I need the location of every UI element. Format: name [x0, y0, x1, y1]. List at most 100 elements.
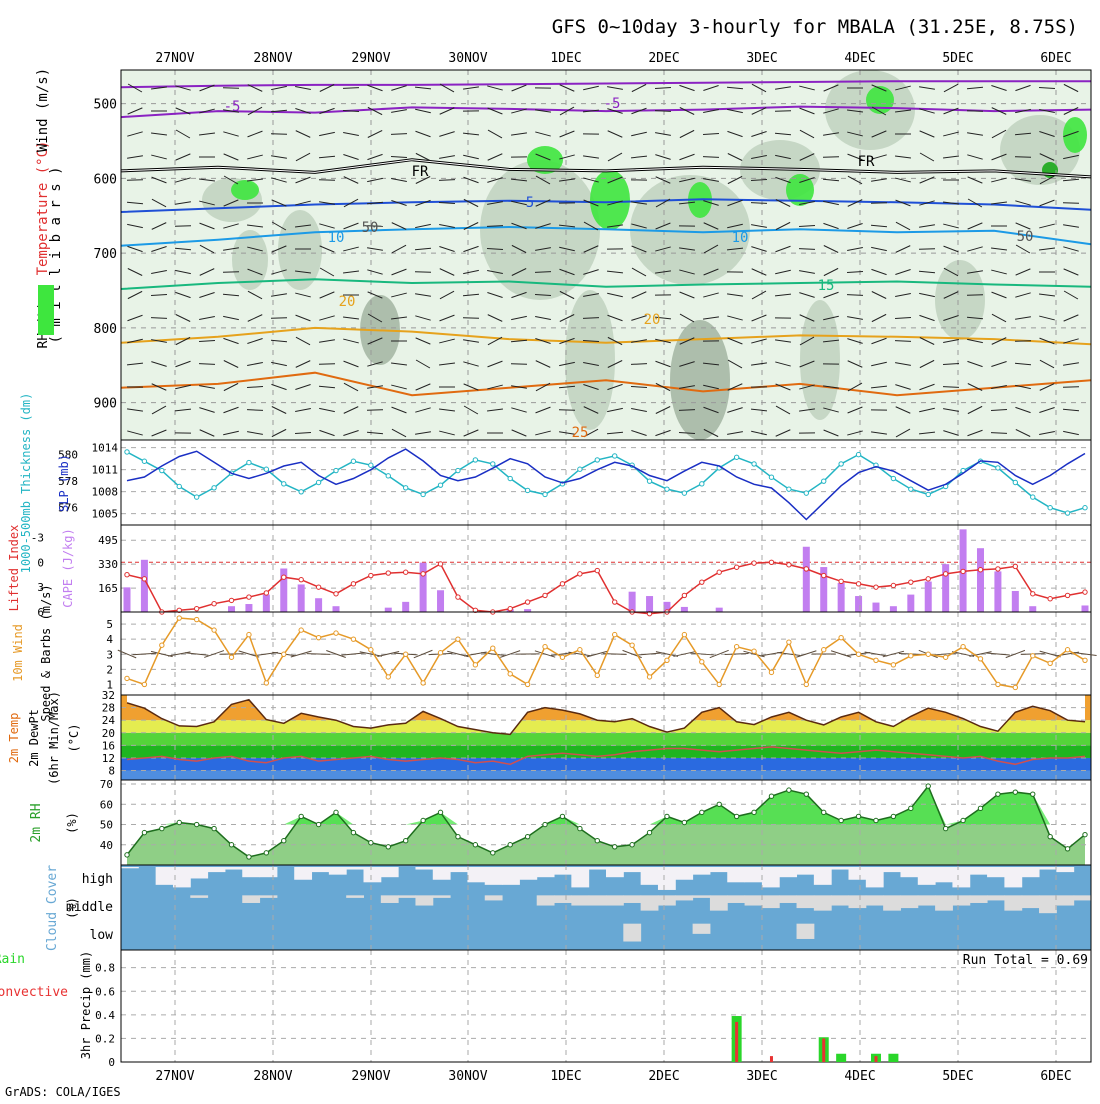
lifted-index-line-marker — [1031, 592, 1035, 596]
cape-bar — [263, 595, 270, 612]
rh-line-marker — [334, 810, 338, 814]
cloud-clear-cell — [381, 867, 399, 877]
thickness-line-marker — [316, 480, 320, 484]
cape-bar — [141, 560, 148, 612]
cloud-clear-cell — [260, 895, 278, 898]
wind-speed-line-marker — [700, 660, 704, 664]
panel-frame — [121, 950, 1091, 1062]
wind-speed-line-marker — [734, 645, 738, 649]
wind-barb — [271, 318, 287, 319]
rh-line-marker — [142, 830, 146, 834]
precip-total-bar — [888, 1054, 898, 1062]
cloud-clear-cell — [537, 867, 555, 877]
lifted-index-line-marker — [456, 595, 460, 599]
wind-speed-line-marker — [891, 663, 895, 667]
cloud-clear-cell — [537, 895, 555, 905]
cape-bar — [838, 583, 845, 612]
rh-line-marker — [421, 818, 425, 822]
thickness-line-marker — [926, 492, 930, 496]
precip-total-bar — [836, 1054, 846, 1062]
cape-bar — [1082, 605, 1089, 612]
cape-bar — [385, 608, 392, 612]
cloud-clear-cell — [1022, 867, 1040, 877]
cloud-clear-cell — [987, 867, 1005, 877]
cloud-clear-cell — [883, 867, 901, 872]
wind-speed-line-marker — [299, 628, 303, 632]
cloud-clear-cell — [467, 867, 485, 882]
rh-line-marker — [752, 810, 756, 814]
cloud-clear-cell — [329, 867, 347, 875]
cape-bar — [716, 608, 723, 612]
thickness-line-marker — [613, 454, 617, 458]
rh-line-marker — [403, 839, 407, 843]
cloud-clear-cell — [727, 867, 745, 882]
lifted-index-line-marker — [212, 602, 216, 606]
thickness-line-marker — [1048, 506, 1052, 510]
wind-tick-label: 5 — [106, 618, 113, 631]
date-label-top: 5DEC — [942, 51, 973, 66]
wind-barb — [127, 180, 143, 181]
wind-speed-line-marker — [1013, 685, 1017, 689]
wind-barb — [967, 111, 983, 112]
thickness-line-marker — [909, 487, 913, 491]
rh-line-marker — [1013, 790, 1017, 794]
pressure-tick-label: 500 — [94, 98, 117, 113]
cloud-clear-cell — [190, 895, 208, 898]
cloud-clear-cell — [190, 867, 208, 878]
cape-bar — [907, 595, 914, 612]
thickness-line-marker — [543, 492, 547, 496]
thickness-line-marker — [142, 459, 146, 463]
rh-line-marker — [839, 818, 843, 822]
wind-tick-label: 4 — [106, 633, 113, 646]
cape-bar — [124, 587, 131, 612]
thickness-line-marker — [752, 462, 756, 466]
wind-tick-label: 3 — [106, 648, 113, 661]
cloud-clear-cell — [121, 867, 139, 868]
cloud-clear-cell — [433, 867, 451, 880]
cloud-clear-cell — [849, 867, 867, 880]
rh-line-marker — [856, 814, 860, 818]
cape-bar — [994, 571, 1001, 612]
cloud-clear-cell — [294, 867, 312, 880]
thickness-line-marker — [891, 476, 895, 480]
wind-speed-line-marker — [769, 670, 773, 674]
wind-speed-line-marker — [438, 651, 442, 655]
cloud-clear-cell — [589, 867, 607, 870]
wind-speed-line-marker — [177, 616, 181, 620]
rh-line-marker — [613, 845, 617, 849]
date-label-bottom: 27NOV — [155, 1069, 194, 1084]
cloud-clear-cell — [554, 895, 572, 903]
rh-line-marker — [264, 851, 268, 855]
wind-barb — [823, 157, 839, 158]
wind-label: Wind (m/s) — [35, 68, 51, 152]
lifted-index-line-marker — [839, 579, 843, 583]
wind-speed-line-marker — [630, 643, 634, 647]
date-label-top: 2DEC — [648, 51, 679, 66]
wind-speed-line-marker — [212, 628, 216, 632]
contour-label: FR — [412, 164, 429, 180]
lifted-index-axis-label: Lifted Index — [7, 525, 21, 612]
lifted-index-line-marker — [578, 572, 582, 576]
run-total-label: Run Total = 0.69 — [963, 953, 1088, 968]
wind-barb — [367, 410, 383, 411]
surface-wind-barb — [986, 653, 1010, 655]
date-label-bottom: 30NOV — [448, 1069, 487, 1084]
wind-barb — [1063, 387, 1079, 388]
rh-legend-swatch — [38, 285, 54, 335]
rh-line-marker — [1065, 847, 1069, 851]
date-label-top: 28NOV — [253, 51, 292, 66]
wind-speed-line-marker — [874, 658, 878, 662]
temp-unit-label: (°C) — [67, 724, 81, 753]
cape-tick-label: 165 — [98, 582, 118, 595]
cloud-clear-cell — [762, 895, 780, 908]
thickness-line-marker — [282, 482, 286, 486]
cloud-clear-cell — [415, 867, 433, 870]
wind-speed-line-marker — [525, 682, 529, 686]
thickness-line-marker — [856, 452, 860, 456]
rh-line-marker — [247, 855, 251, 859]
lifted-index-line-marker — [804, 567, 808, 571]
cape-bar — [872, 603, 879, 612]
lifted-index-line-marker — [595, 568, 599, 572]
cloud-clear-cell — [710, 867, 728, 872]
cloud-clear-cell — [242, 895, 260, 903]
